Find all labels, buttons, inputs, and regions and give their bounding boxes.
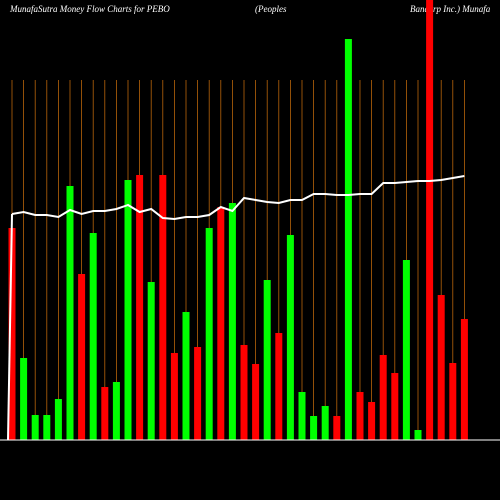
bar — [298, 392, 306, 440]
money-flow-line — [11, 175, 465, 221]
bar — [263, 280, 271, 440]
bar — [228, 203, 236, 440]
bar — [321, 406, 329, 440]
bar — [8, 228, 16, 440]
bar — [101, 387, 109, 440]
bar — [344, 39, 352, 440]
bar — [182, 312, 190, 440]
bar — [159, 175, 167, 440]
bar — [147, 282, 155, 440]
bar — [333, 416, 341, 440]
bar — [31, 415, 39, 440]
bar — [460, 319, 468, 440]
bar — [414, 430, 422, 440]
bar — [286, 235, 294, 440]
bar — [170, 353, 178, 440]
bar — [89, 233, 97, 440]
bar — [54, 399, 62, 440]
bar — [194, 347, 202, 440]
bar — [275, 333, 283, 440]
bar — [20, 358, 28, 440]
bar — [66, 186, 74, 440]
line-start — [7, 213, 13, 441]
bar — [78, 274, 86, 440]
bar — [43, 415, 51, 440]
chart-title: (Peoples — [255, 4, 287, 14]
chart-title: Bancorp Inc.) Munafa — [410, 4, 491, 14]
bar — [449, 363, 457, 440]
chart-title: MunafaSutra Money Flow Charts for PEBO — [9, 4, 170, 14]
bar — [136, 175, 144, 440]
bar — [217, 207, 225, 440]
bar — [124, 180, 132, 440]
bar — [379, 355, 387, 440]
bar — [437, 295, 445, 440]
bar — [356, 392, 364, 440]
bar — [240, 345, 248, 440]
bar — [391, 373, 399, 440]
bar — [402, 260, 410, 440]
bar — [426, 0, 434, 440]
bar — [310, 416, 318, 440]
bar — [368, 402, 376, 440]
bar — [205, 228, 213, 440]
bar — [112, 382, 120, 440]
bar — [252, 364, 260, 440]
